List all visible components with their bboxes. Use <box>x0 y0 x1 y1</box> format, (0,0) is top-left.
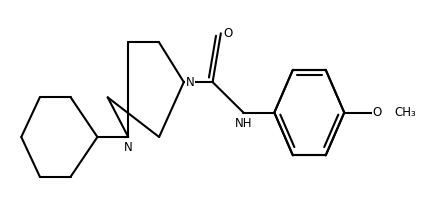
Text: CH₃: CH₃ <box>395 106 416 119</box>
Text: O: O <box>373 106 382 119</box>
Text: N: N <box>186 76 195 89</box>
Text: NH: NH <box>235 117 252 130</box>
Text: O: O <box>223 27 232 40</box>
Text: N: N <box>124 141 133 154</box>
